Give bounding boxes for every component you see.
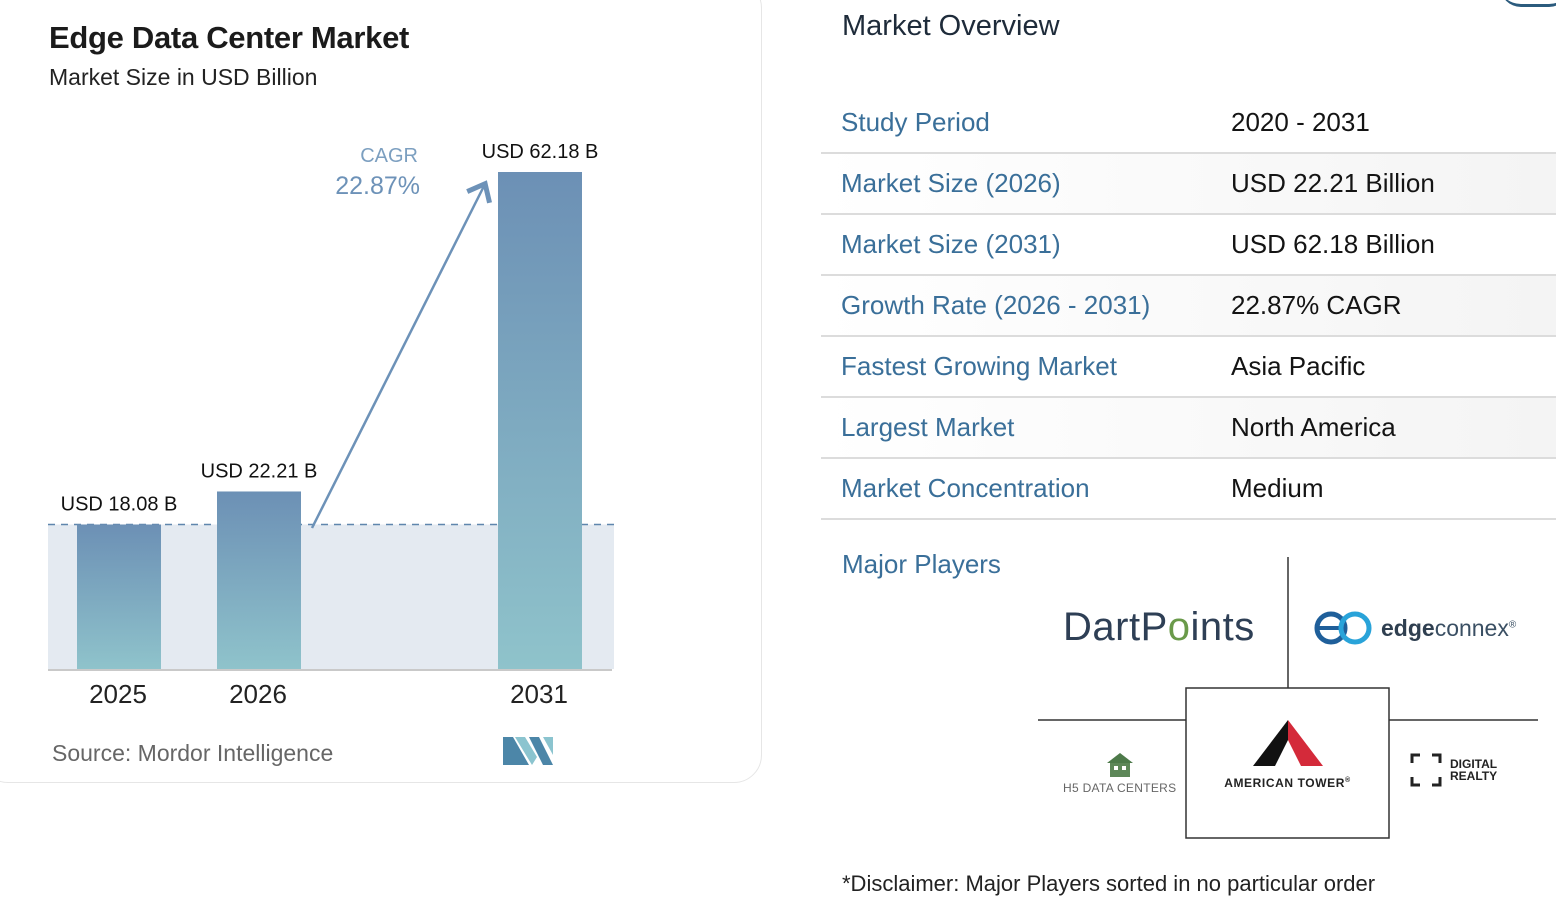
overview-label: Fastest Growing Market — [841, 351, 1117, 381]
overview-label: Market Concentration — [841, 473, 1090, 503]
overview-row: Market Size (2031) USD 62.18 Billion — [821, 215, 1556, 276]
corner-decoration — [1500, 0, 1556, 7]
dartpoints-logo: DartPoints — [1063, 605, 1255, 650]
bar — [77, 524, 161, 669]
players-title: Major Players — [842, 549, 1001, 579]
overview-row: Largest Market North America — [821, 398, 1556, 459]
bar-data-label: USD 62.18 B — [482, 141, 599, 163]
cagr-label: CAGR — [360, 145, 418, 167]
players-grid: DartPoints edgeconnex® H5 DATA CENTERS A… — [1030, 555, 1550, 840]
x-tick-label: 2031 — [510, 679, 568, 709]
overview-row: Fastest Growing Market Asia Pacific — [821, 337, 1556, 398]
overview-value: 2020 - 2031 — [1231, 107, 1370, 137]
overview-label: Market Size (2031) — [841, 229, 1061, 259]
overview-value: North America — [1231, 412, 1396, 442]
overview-label: Market Size (2026) — [841, 168, 1061, 198]
source-text: Source: Mordor Intelligence — [52, 740, 334, 766]
bar-chart: USD 18.08 B 2025 USD 22.21 B 2026 USD 62.18 … — [48, 141, 614, 709]
disclaimer: *Disclaimer: Major Players sorted in no … — [842, 871, 1376, 896]
chart-subtitle: Market Size in USD Billion — [49, 64, 318, 90]
dartpoints-logo-text-end: ints — [1190, 605, 1255, 649]
overview-value: 22.87% CAGR — [1231, 290, 1402, 320]
overview-value: USD 22.21 Billion — [1231, 168, 1435, 198]
edgeconnex-icon — [1314, 611, 1372, 645]
bar-data-label: USD 22.21 B — [201, 460, 318, 482]
overview-title: Market Overview — [842, 10, 1060, 42]
h5-building-icon — [1106, 753, 1133, 777]
overview-row: Market Size (2026) USD 22.21 Billion — [821, 154, 1556, 215]
overview-value: Medium — [1231, 473, 1324, 503]
overview-row: Growth Rate (2026 - 2031) 22.87% CAGR — [821, 276, 1556, 337]
digital-realty-logo-text: DIGITAL REALTY — [1450, 757, 1498, 783]
cagr-arrow — [310, 180, 492, 529]
cagr-value: 22.87% — [335, 172, 420, 200]
overview-label: Growth Rate (2026 - 2031) — [841, 290, 1151, 320]
overview-value: Asia Pacific — [1231, 351, 1366, 381]
bar — [217, 491, 301, 669]
overview-value: USD 62.18 Billion — [1231, 229, 1435, 259]
digital-realty-logo: DIGITAL REALTY — [1410, 753, 1497, 787]
overview-label: Study Period — [841, 107, 990, 137]
x-tick-label: 2025 — [89, 679, 147, 709]
dartpoints-logo-text: DartP — [1063, 605, 1168, 649]
american-tower-icon — [1252, 720, 1323, 766]
players-grid-lines — [1038, 557, 1538, 839]
digital-realty-bracket-icon — [1410, 753, 1442, 787]
h5-logo: H5 DATA CENTERS — [1063, 753, 1176, 795]
h5-logo-text: H5 DATA CENTERS — [1063, 781, 1177, 795]
mordor-logo-icon — [503, 737, 553, 765]
american-tower-logo-text: AMERICAN TOWER® — [1224, 776, 1351, 790]
bar — [498, 172, 582, 669]
overview-table: Study Period 2020 - 2031 Market Size (20… — [821, 93, 1556, 520]
edgeconnex-logo: edgeconnex® — [1313, 610, 1516, 646]
edgeconnex-logo-text: edgeconnex® — [1381, 614, 1517, 641]
chart-title: Edge Data Center Market — [49, 20, 410, 55]
x-tick-label: 2026 — [229, 679, 287, 709]
american-tower-logo: AMERICAN TOWER® — [1186, 720, 1389, 790]
overview-row: Study Period 2020 - 2031 — [821, 93, 1556, 154]
bar-data-label: USD 18.08 B — [61, 493, 178, 515]
overview-label: Largest Market — [841, 412, 1015, 442]
dartpoints-logo-accent: o — [1167, 605, 1191, 649]
overview-row: Market Concentration Medium — [821, 459, 1556, 520]
